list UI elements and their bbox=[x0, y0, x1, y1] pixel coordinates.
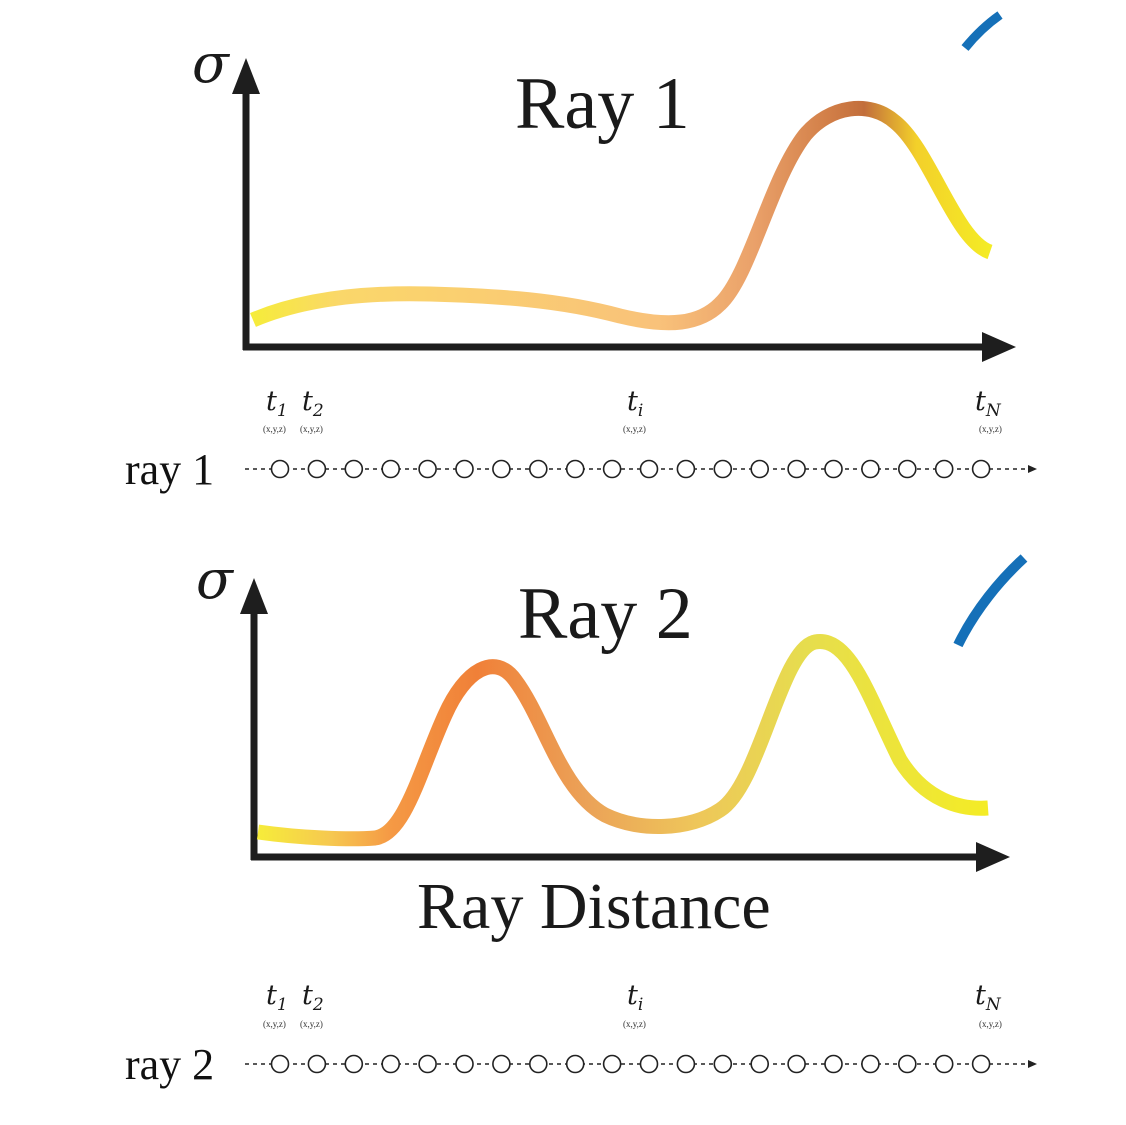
panel-title: Ray 2 bbox=[518, 573, 693, 655]
t-symbol: t bbox=[266, 386, 277, 417]
coord-label: (x,y,z) bbox=[623, 1019, 646, 1029]
x-axis-title: Ray Distance bbox=[417, 870, 771, 943]
sample-point bbox=[344, 459, 364, 479]
sample-point bbox=[381, 1054, 401, 1074]
sample-point bbox=[455, 459, 474, 479]
ray-arrowhead bbox=[1028, 1060, 1037, 1068]
sample-point bbox=[602, 459, 622, 479]
x-axis-arrowhead bbox=[976, 842, 1010, 872]
coord-label: (x,y,z) bbox=[979, 1019, 1002, 1029]
sample-point bbox=[750, 459, 770, 479]
coord-label: (x,y,z) bbox=[263, 424, 286, 434]
ray-label: ray 2 bbox=[125, 1040, 214, 1089]
sample-point bbox=[676, 459, 696, 479]
t-subscript: N bbox=[985, 401, 1002, 421]
coord-label: (x,y,z) bbox=[263, 1019, 286, 1029]
y-axis-arrowhead bbox=[232, 58, 260, 94]
sample-point bbox=[307, 459, 327, 479]
ray-sample-points bbox=[245, 459, 1037, 479]
ray-label: ray 1 bbox=[125, 445, 214, 494]
sample-point bbox=[787, 459, 806, 479]
t-subscript: N bbox=[985, 995, 1002, 1015]
y-axis-symbol: σ bbox=[196, 548, 235, 611]
sample-point bbox=[492, 459, 511, 479]
panel-ray-2: σ Ray 2 Ray Distance t1 (x,y,z) t2 (x,y,… bbox=[125, 548, 1037, 1089]
sample-point bbox=[492, 1054, 511, 1074]
sample-label-ti: ti bbox=[627, 386, 643, 421]
panel-title: Ray 1 bbox=[515, 63, 690, 145]
sample-point bbox=[934, 459, 954, 479]
t-subscript: i bbox=[638, 401, 643, 421]
density-curve bbox=[256, 634, 989, 847]
coord-label: (x,y,z) bbox=[979, 424, 1002, 434]
panel-ray-1: σ Ray 1 t1 (x,y,z) t2 (x,y,z) ti (x,y,z)… bbox=[125, 11, 1037, 494]
t-symbol: t bbox=[627, 386, 638, 417]
ray-arrowhead bbox=[1028, 465, 1037, 473]
t-subscript: 1 bbox=[277, 995, 288, 1015]
t-subscript: 1 bbox=[277, 401, 288, 421]
t-symbol: t bbox=[302, 386, 313, 417]
sample-point bbox=[528, 1054, 548, 1074]
t-subscript: 2 bbox=[312, 995, 324, 1015]
y-axis-arrowhead bbox=[240, 578, 268, 614]
sample-label-t2: t2 bbox=[302, 980, 324, 1015]
sample-point bbox=[565, 1054, 585, 1074]
ray-sample-points bbox=[245, 1054, 1037, 1074]
sample-point bbox=[455, 1054, 474, 1074]
t-symbol: t bbox=[627, 980, 638, 1011]
t-symbol: t bbox=[975, 386, 986, 417]
sample-point bbox=[824, 459, 843, 479]
sample-point bbox=[639, 1054, 659, 1074]
sample-point bbox=[971, 459, 991, 479]
sample-point bbox=[713, 459, 733, 479]
sample-point bbox=[897, 459, 917, 479]
sample-point bbox=[307, 1054, 327, 1074]
sample-labels: t1 (x,y,z) t2 (x,y,z) ti (x,y,z) tN (x,y… bbox=[263, 980, 1002, 1029]
sample-point bbox=[934, 1054, 954, 1074]
sample-point bbox=[861, 1054, 880, 1074]
coord-label: (x,y,z) bbox=[300, 424, 323, 434]
sample-point bbox=[344, 1054, 364, 1074]
sample-point bbox=[270, 459, 290, 479]
sample-label-tN: tN bbox=[975, 386, 1002, 421]
sample-label-t1: t1 bbox=[266, 386, 288, 421]
sample-point bbox=[565, 459, 585, 479]
blue-accent-stroke bbox=[961, 11, 1003, 51]
sample-point bbox=[528, 459, 548, 479]
sample-point bbox=[381, 459, 401, 479]
sample-label-t1: t1 bbox=[266, 980, 288, 1015]
sample-point bbox=[897, 1054, 917, 1074]
sample-label-tN: tN bbox=[975, 980, 1002, 1015]
sample-point bbox=[861, 459, 880, 479]
sample-point bbox=[824, 1054, 843, 1074]
t-symbol: t bbox=[302, 980, 313, 1011]
blue-accent-stroke bbox=[953, 554, 1028, 648]
coord-label: (x,y,z) bbox=[300, 1019, 323, 1029]
sample-point bbox=[713, 1054, 733, 1074]
y-axis-symbol: σ bbox=[192, 32, 231, 95]
sample-point bbox=[602, 1054, 622, 1074]
sample-point bbox=[418, 459, 437, 479]
coord-label: (x,y,z) bbox=[623, 424, 646, 434]
sample-labels: t1 (x,y,z) t2 (x,y,z) ti (x,y,z) tN (x,y… bbox=[263, 386, 1002, 434]
sample-point bbox=[787, 1054, 806, 1074]
t-subscript: 2 bbox=[312, 401, 324, 421]
density-curve bbox=[250, 101, 994, 331]
sample-point bbox=[639, 459, 659, 479]
sample-point bbox=[270, 1054, 290, 1074]
sample-point bbox=[750, 1054, 770, 1074]
sample-label-t2: t2 bbox=[302, 386, 324, 421]
t-symbol: t bbox=[975, 980, 986, 1011]
x-axis-arrowhead bbox=[982, 332, 1016, 362]
sample-label-ti: ti bbox=[627, 980, 643, 1015]
sample-point bbox=[418, 1054, 437, 1074]
sample-point bbox=[971, 1054, 991, 1074]
sample-point bbox=[676, 1054, 696, 1074]
t-symbol: t bbox=[266, 980, 277, 1011]
t-subscript: i bbox=[638, 995, 643, 1015]
